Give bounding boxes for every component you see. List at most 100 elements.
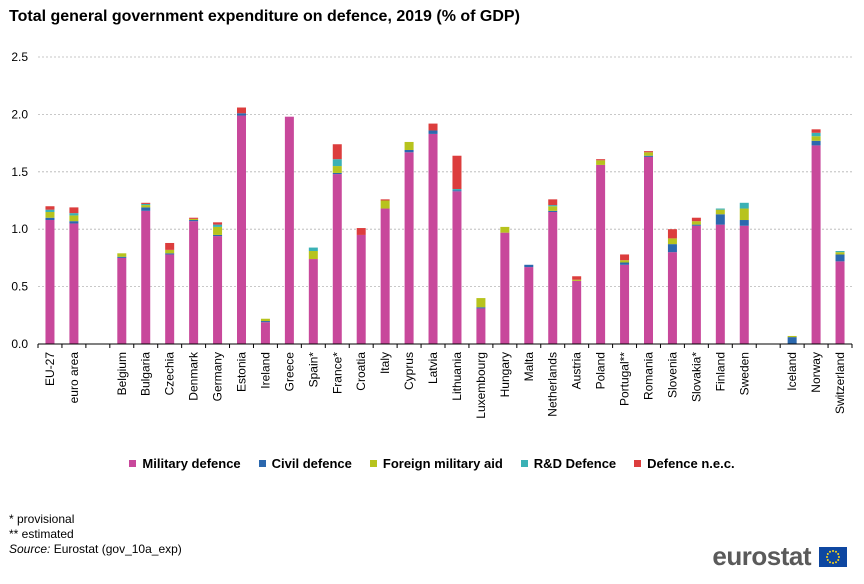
bar-segment [476,298,486,308]
category-labels: EU-27 euro area Belgium Bulgaria Czechia Denm… [43,351,847,419]
bar-segment [572,280,582,344]
x-tick-label: Portugal** [618,352,632,406]
bar-segment [332,166,342,173]
bar-segment [428,130,438,134]
legend-label-rnd: R&D Defence [533,456,617,471]
x-tick-label: Croatia [354,352,368,391]
bar-segment [548,210,558,212]
bar-segment [404,149,414,153]
bar-segment [69,223,79,344]
bar-segment [500,226,510,233]
bar-segment [69,207,79,214]
source-line: Source: Eurostat (gov_10a_exp) [9,542,182,557]
bar-segment [644,155,653,157]
bar-segment [45,206,55,210]
bar-segment [667,244,677,253]
x-tick-label: Lithuania [450,352,464,401]
bar-segment [237,115,246,344]
legend: Military defence Civil defence Foreign m… [0,456,864,471]
bar-chart: 0.0 0.5 1.0 1.5 2.0 2.5 EU-27 euro area Belgium… [11,50,853,419]
bar-segment [117,253,127,257]
legend-item-foreign: Foreign military aid [369,456,503,471]
bar-segment [811,129,821,133]
bar-segment [189,221,199,344]
bar-segment [739,202,749,209]
x-tick-label: Italy [378,352,392,374]
x-tick-label: Finland [713,352,727,391]
bar-segment [260,322,270,344]
bar-segment [452,189,462,191]
bar-segment [380,199,390,201]
bar-segment [332,159,342,167]
x-tick-label: Malta [522,352,536,382]
bar-segment [644,156,653,344]
x-tick-label: Austria [570,352,584,390]
bar-segment [452,191,462,344]
x-tick-label: Czechia [163,352,177,396]
bar-segment [739,220,749,226]
bar-segment [667,238,677,245]
bar-segment [739,225,749,344]
footnotes: * provisional ** estimated Source: Euros… [9,512,182,557]
x-tick-label: Poland [594,352,608,389]
eurostat-logo: eurostat [712,541,847,572]
x-tick-label: EU-27 [43,352,57,386]
bar-segment [428,133,438,344]
bar-segment [380,200,390,209]
bar-segment [189,218,199,221]
bar-segment [213,224,223,227]
legend-item-rnd: R&D Defence [520,456,617,471]
legend-swatch-foreign [369,460,377,467]
bar-segment [572,276,582,280]
bar-segment [691,224,701,226]
note-provisional: * provisional [9,512,75,526]
x-tick-label: Bulgaria [139,352,153,396]
bar-segment [69,221,79,224]
bar-segment [452,190,462,192]
bar-segment [811,136,821,141]
bar-segment [739,208,749,221]
bar-segment [476,307,486,309]
grid-lines [38,56,852,288]
bar-segment [811,132,821,137]
bar-segment [787,337,797,344]
bar-segment [380,208,390,344]
x-tick-label: Luxembourg [474,352,488,419]
bar-segment [165,254,175,344]
axes: 0.0 0.5 1.0 1.5 2.0 2.5 [11,50,853,351]
legend-swatch-civil [258,460,266,467]
bar-segment [308,247,318,252]
x-tick-label: Romania [642,352,656,400]
bar-segment [715,224,725,344]
bar-segment [237,113,246,116]
logo-text: eurostat [712,541,811,571]
bar-segment [428,123,438,131]
y-tick-label: 1.0 [11,222,28,236]
bar-segment [141,202,151,204]
x-tick-label: Denmark [187,351,201,401]
bar-segment [476,308,486,344]
legend-label-nec: Defence n.e.c. [647,456,735,471]
bar-segment [165,249,175,254]
bar-segment [404,152,414,344]
bar-segment [835,261,845,344]
legend-item-nec: Defence n.e.c. [634,456,735,471]
bar-segment [165,253,175,255]
bar-segment [141,210,151,344]
bar-segment [141,207,151,211]
legend-swatch-rnd [520,460,528,467]
bar-segment [213,236,223,344]
bar-segment [691,221,701,225]
bar-segment [620,262,630,265]
legend-swatch-military [129,460,137,467]
bar-segment [500,232,510,344]
bar-segment [213,222,223,225]
bar-segment [69,215,79,222]
bar-segment [596,164,606,344]
bar-segment [835,251,845,253]
legend-item-civil: Civil defence [258,456,352,471]
bar-segment [189,220,199,222]
x-tick-label: Sweden [737,352,751,395]
bar-segment [811,145,821,344]
legend-swatch-nec [634,460,642,467]
